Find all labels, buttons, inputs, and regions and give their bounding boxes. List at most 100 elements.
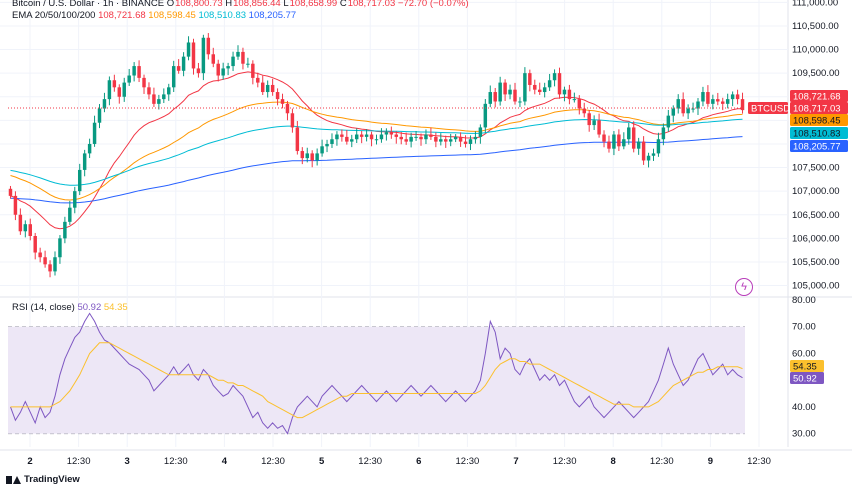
candle[interactable]: [48, 264, 52, 272]
candle[interactable]: [617, 134, 621, 147]
candle[interactable]: [577, 99, 582, 109]
candle[interactable]: [488, 92, 492, 104]
lightning-icon[interactable]: ϟ: [735, 278, 753, 296]
candle[interactable]: [186, 42, 191, 57]
candle[interactable]: [97, 108, 102, 123]
candle[interactable]: [478, 127, 483, 137]
candle[interactable]: [681, 99, 685, 114]
candle[interactable]: [414, 136, 418, 138]
candle[interactable]: [285, 103, 290, 114]
candle[interactable]: [562, 89, 567, 95]
candle[interactable]: [68, 207, 72, 222]
candle[interactable]: [330, 139, 334, 144]
candle[interactable]: [137, 66, 141, 78]
candle[interactable]: [350, 139, 354, 142]
candle[interactable]: [345, 136, 349, 142]
candle[interactable]: [646, 155, 651, 161]
candle[interactable]: [270, 84, 275, 93]
candle[interactable]: [58, 238, 62, 258]
candle[interactable]: [251, 63, 255, 78]
candle[interactable]: [557, 73, 562, 95]
candle[interactable]: [261, 82, 265, 93]
candle[interactable]: [147, 87, 151, 95]
candle[interactable]: [691, 108, 695, 110]
candle[interactable]: [448, 139, 453, 142]
candle[interactable]: [542, 87, 547, 93]
candle[interactable]: [359, 134, 364, 137]
candle[interactable]: [162, 94, 166, 100]
candle[interactable]: [216, 63, 220, 76]
candle[interactable]: [236, 51, 240, 57]
candle[interactable]: [582, 108, 586, 114]
candle[interactable]: [112, 80, 117, 88]
candle[interactable]: [28, 224, 32, 236]
candle[interactable]: [389, 132, 394, 135]
candle[interactable]: [602, 134, 606, 142]
candle[interactable]: [518, 101, 522, 103]
candle[interactable]: [498, 82, 502, 102]
candle[interactable]: [295, 127, 300, 152]
symbol-title[interactable]: Bitcoin / U.S. Dollar · 1h · BINANCE: [12, 0, 165, 9]
candle[interactable]: [171, 66, 176, 88]
candle[interactable]: [196, 68, 201, 74]
candle[interactable]: [686, 108, 690, 114]
candle[interactable]: [429, 134, 433, 137]
candle[interactable]: [493, 92, 497, 102]
candle[interactable]: [641, 141, 646, 161]
candle[interactable]: [612, 134, 616, 149]
candle[interactable]: [572, 99, 577, 101]
candles[interactable]: [8, 33, 745, 278]
candle[interactable]: [409, 136, 413, 142]
candle[interactable]: [458, 136, 463, 142]
candle[interactable]: [142, 77, 146, 88]
candle[interactable]: [730, 94, 735, 100]
candle[interactable]: [661, 127, 666, 140]
candle[interactable]: [627, 127, 631, 140]
candle[interactable]: [453, 136, 458, 140]
candle[interactable]: [701, 92, 705, 102]
candle[interactable]: [379, 134, 384, 140]
candle[interactable]: [335, 134, 339, 140]
candle[interactable]: [107, 80, 112, 100]
candle[interactable]: [211, 54, 216, 64]
ema-label[interactable]: EMA 20/50/100/200: [12, 10, 96, 21]
candle[interactable]: [721, 101, 725, 104]
candle[interactable]: [340, 134, 344, 137]
candle[interactable]: [265, 84, 270, 93]
candle[interactable]: [354, 134, 359, 140]
candle[interactable]: [246, 63, 250, 65]
candle[interactable]: [631, 127, 636, 149]
candle[interactable]: [82, 153, 87, 170]
candle[interactable]: [384, 132, 389, 135]
candle[interactable]: [444, 139, 448, 142]
candle[interactable]: [711, 99, 715, 104]
candle[interactable]: [651, 153, 656, 156]
candle[interactable]: [740, 99, 745, 111]
candle[interactable]: [176, 66, 181, 71]
candle[interactable]: [77, 169, 82, 192]
candle[interactable]: [132, 66, 136, 76]
candle[interactable]: [607, 141, 611, 149]
candle[interactable]: [468, 139, 473, 144]
candle[interactable]: [533, 84, 537, 90]
candle[interactable]: [43, 257, 47, 265]
candle[interactable]: [716, 99, 720, 102]
candle[interactable]: [33, 236, 37, 253]
candle[interactable]: [622, 139, 626, 147]
candle[interactable]: [181, 56, 186, 71]
candle[interactable]: [320, 146, 324, 154]
candle[interactable]: [547, 80, 552, 88]
rsi-label[interactable]: RSI (14, close): [12, 302, 75, 313]
candle[interactable]: [636, 141, 641, 149]
candle[interactable]: [696, 101, 700, 109]
candle[interactable]: [434, 136, 438, 142]
candle[interactable]: [38, 252, 42, 258]
candle[interactable]: [87, 143, 92, 154]
candle[interactable]: [122, 82, 126, 97]
candle[interactable]: [305, 153, 309, 159]
candle[interactable]: [226, 66, 230, 69]
candle[interactable]: [18, 214, 23, 232]
candle[interactable]: [419, 136, 423, 140]
candle[interactable]: [424, 134, 428, 140]
